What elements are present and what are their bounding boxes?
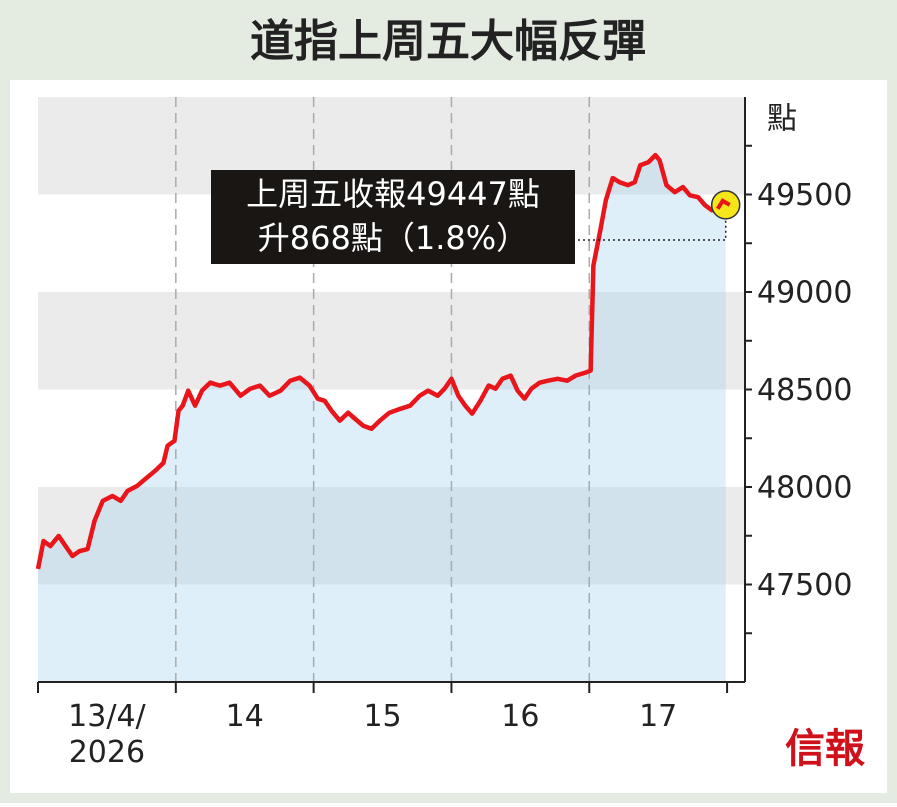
x-tick-label: 15 [363,699,401,734]
x-tick-label: 13/4/2026 [68,699,146,770]
band [38,292,745,390]
y-tick-label: 48000 [757,471,852,506]
x-tick-label: 14 [226,699,264,734]
y-tick-label: 49000 [757,276,852,311]
logo: 信報 [785,725,865,772]
band [38,487,745,585]
chart-title: 道指上周五大幅反彈 [250,16,646,67]
annotation: 上周五收報49447點 [246,175,540,213]
annotation: 升868點（1.8%） [258,219,528,257]
area [38,155,726,683]
y-unit: 點 [767,102,797,137]
annotation-box [211,170,575,264]
y-tick-label: 49500 [757,178,852,213]
last-tick [716,198,731,210]
x-tick-label: 16 [501,699,539,734]
line [35,152,726,570]
x-tick-label: 17 [639,699,677,734]
y-tick-label: 48500 [757,373,852,408]
y-tick-label: 47500 [757,568,852,603]
